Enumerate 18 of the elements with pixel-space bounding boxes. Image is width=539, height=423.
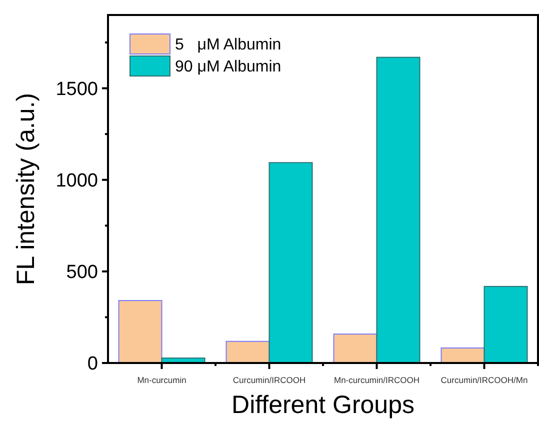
x-axis-title: Different Groups [232,391,414,419]
legend-label: 5 μM Albumin [175,36,282,54]
bar [118,300,162,364]
x-tick-label: Mn-curcumin [137,375,187,385]
legend-label: 90 μM Albumin [175,58,282,76]
x-tick-label: Mn-curcumin/IRCOOH [334,375,420,385]
x-tick-label: Curcumin/IRCOOH/Mn [440,375,528,385]
bar [484,286,528,364]
y-axis-title: FL intensity (a.u.) [12,92,40,286]
bar [376,56,420,364]
y-tick-label: 0 [87,354,98,375]
bar [333,334,378,364]
bar [268,162,313,364]
y-tick-label: 1000 [56,170,98,192]
bar [226,340,270,364]
x-tick-label: Curcumin/IRCOOH [232,375,306,385]
y-tick-label: 1500 [56,78,98,100]
y-tick-label: 500 [66,262,98,284]
